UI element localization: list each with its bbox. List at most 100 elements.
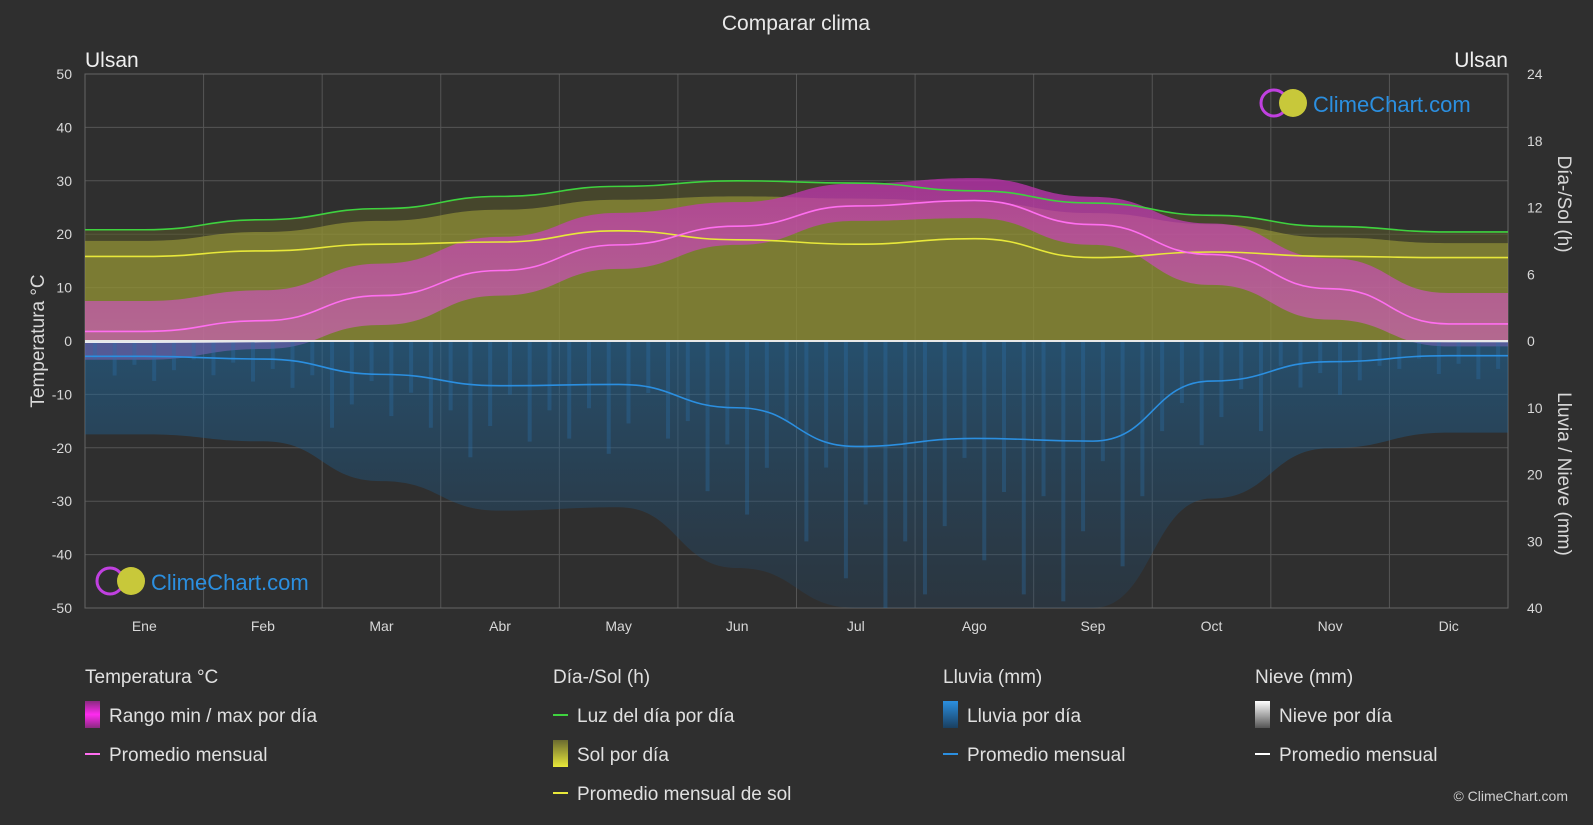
logo-sun-icon [117, 567, 145, 595]
rain-bar [231, 341, 236, 363]
rain-bar [448, 341, 453, 411]
rain-bar [1160, 341, 1165, 432]
sunshine-avg-line [85, 230, 1508, 259]
rain-bar [942, 341, 947, 527]
rain-bar [883, 341, 888, 608]
legend-item-label: Nieve por día [1279, 706, 1392, 727]
rain-bar [764, 341, 769, 468]
right-axis-title-bottom: Lluvia / Nieve (mm) [1553, 392, 1574, 556]
chart-title: Comparar clima [722, 12, 871, 35]
rain-bar [1377, 341, 1382, 366]
legend-group-header: Nieve (mm) [1255, 667, 1353, 688]
brand-logo-bottom: ClimeChart.com [95, 566, 309, 596]
rain-bar [1278, 341, 1283, 366]
axis-ticks: 50 40 30 20 10 0 -10 -20 -30 -40 -50 24 18 12 6 0 10 20 30… [52, 66, 1543, 634]
left-tick-label: -20 [52, 440, 72, 456]
rain-bar [666, 341, 671, 439]
daylight-line [85, 179, 1508, 233]
brand-text-bottom: ClimeChart.com [151, 570, 309, 595]
left-axis-title: Temperatura °C [28, 274, 49, 407]
legend-item-label: Promedio mensual de sol [577, 784, 791, 805]
rain-bar [1258, 341, 1263, 432]
rain-bar [745, 341, 750, 515]
rain-bar [1081, 341, 1086, 532]
rain-bar [171, 341, 176, 371]
left-tick-label: -30 [52, 493, 72, 509]
rain-bar [1436, 341, 1441, 375]
right-tick-label-sun: 18 [1527, 133, 1543, 149]
rain-bar [428, 341, 433, 428]
legend-group-header: Temperatura °C [85, 667, 218, 688]
left-tick-label: -50 [52, 600, 72, 616]
rain-bar [725, 341, 730, 445]
rain-bar [1021, 341, 1026, 595]
rain-bar [626, 341, 631, 424]
rain-bar [804, 341, 809, 542]
rain-bar [488, 341, 493, 426]
left-tick-label: 30 [56, 173, 72, 189]
temperature-range-area [85, 178, 1508, 360]
left-tick-label: 40 [56, 119, 72, 135]
legend-item-label: Luz del día por día [577, 706, 735, 727]
month-tick-label: Dic [1439, 618, 1459, 634]
rain-bar [1120, 341, 1125, 567]
rain-bar [369, 341, 374, 382]
left-tick-label: 50 [56, 66, 72, 82]
month-tick-label: Jul [847, 618, 865, 634]
rain-bar [310, 341, 315, 376]
legend-group-header: Día-/Sol (h) [553, 667, 650, 688]
rain-bar [290, 341, 295, 388]
rain-bar [1397, 341, 1402, 369]
rain-bar [527, 341, 532, 442]
rain-bar [1199, 341, 1204, 446]
brand-text-top: ClimeChart.com [1313, 92, 1471, 117]
rain-bar [1476, 341, 1481, 380]
rain-bar [903, 341, 908, 542]
month-tick-label: Abr [489, 618, 511, 634]
rain-bar [1456, 341, 1461, 364]
rain-bar [1318, 341, 1323, 374]
legend-group-header: Lluvia (mm) [943, 667, 1042, 688]
month-tick-label: Jun [726, 618, 749, 634]
rain-bar [152, 341, 157, 381]
rain-bar [922, 341, 927, 595]
brand-logo-top: ClimeChart.com [1259, 88, 1471, 118]
legend-item-label: Promedio mensual [967, 745, 1125, 766]
left-tick-label: -40 [52, 547, 72, 563]
rain-bar [863, 341, 868, 505]
rain-bar [132, 341, 137, 365]
data-areas [85, 178, 1508, 608]
rain-bar [567, 341, 572, 439]
left-tick-label: 0 [64, 333, 72, 349]
temperature-avg-line [85, 199, 1508, 333]
rain-bar [1061, 341, 1066, 602]
rain-bar [1338, 341, 1343, 395]
rain-bar [1140, 341, 1145, 497]
rain-bar [1100, 341, 1105, 462]
rain-bar [705, 341, 710, 492]
right-tick-label-rain: 40 [1527, 600, 1543, 616]
legend-item-label: Rango min / max por día [109, 706, 317, 727]
rain-avg-line [85, 354, 1508, 448]
rain-bar [646, 341, 651, 394]
right-tick-label-sun: 0 [1527, 333, 1535, 349]
rain-bar [270, 341, 275, 369]
rain-bar [784, 341, 789, 422]
rain-bar [1239, 341, 1244, 390]
month-tick-label: Oct [1201, 618, 1223, 634]
rain-bar [507, 341, 512, 395]
rain-bar [824, 341, 829, 468]
rain-bar [389, 341, 394, 417]
rain-bar [586, 341, 591, 409]
rain-bar [685, 341, 690, 422]
legend-swatch [1255, 701, 1270, 728]
month-tick-label: Nov [1318, 618, 1343, 634]
left-tick-label: 20 [56, 226, 72, 242]
rain-bar [409, 341, 414, 393]
right-tick-label-sun: 6 [1527, 266, 1535, 282]
month-tick-label: Feb [251, 618, 275, 634]
rain-bar [112, 341, 117, 376]
legend-swatch [553, 740, 568, 767]
right-tick-label-rain: 10 [1527, 400, 1543, 416]
legend-swatch [943, 701, 958, 728]
